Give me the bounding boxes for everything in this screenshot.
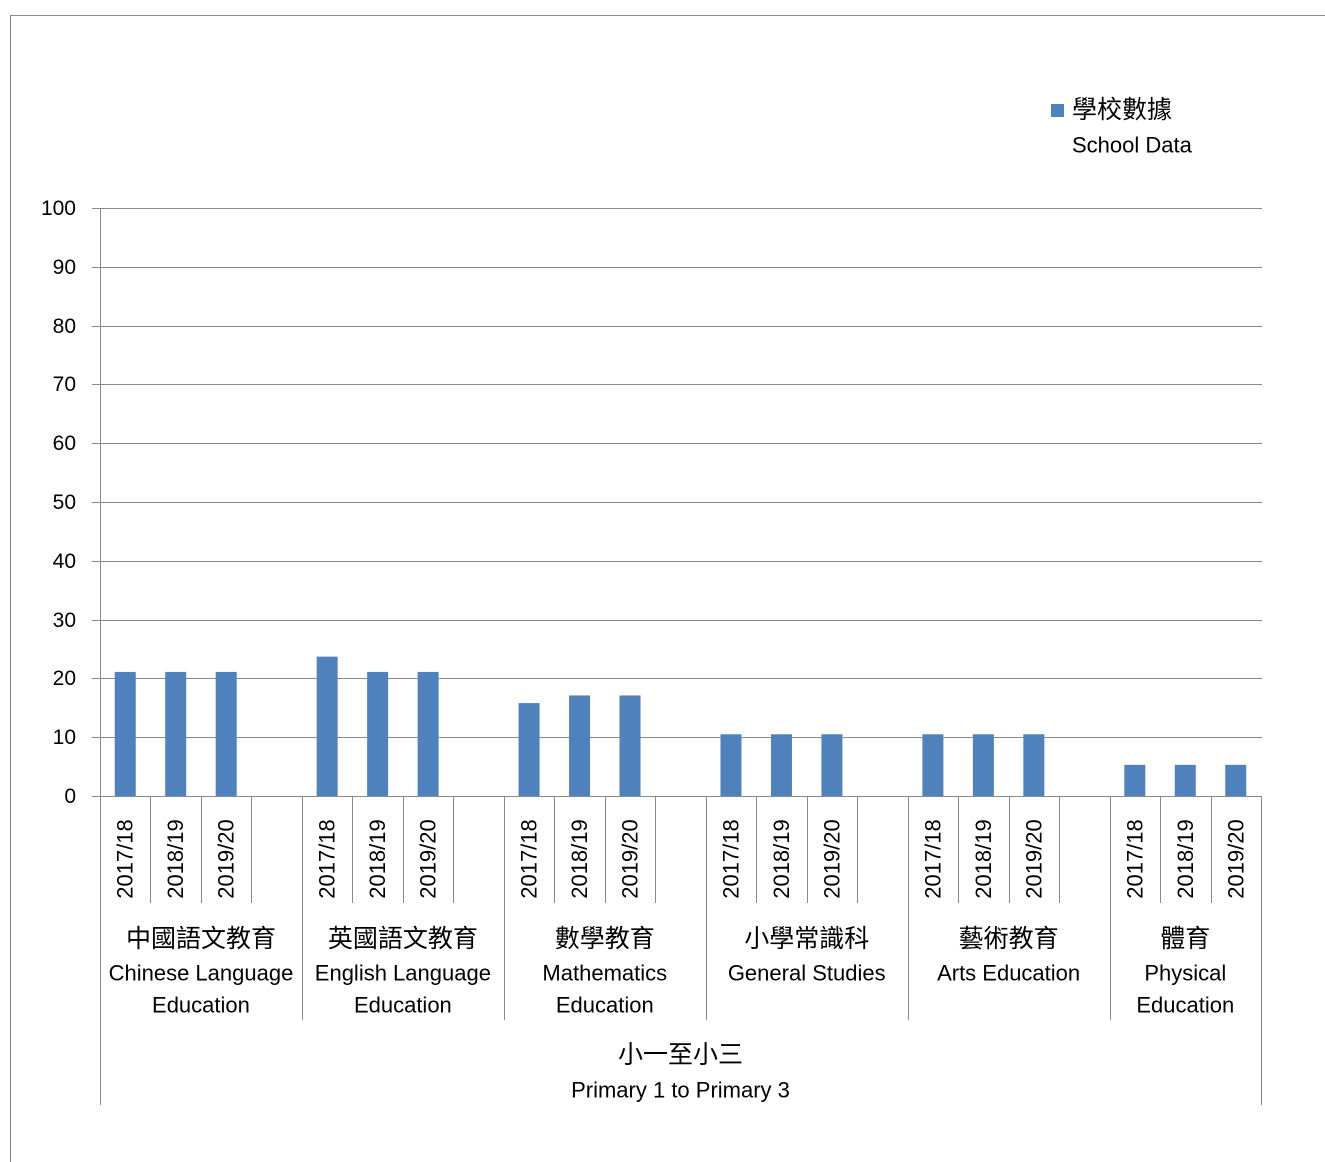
x-tick-label: 2018/19 [1173,819,1198,899]
x-tick-label: 2019/20 [214,819,239,899]
bar [114,671,136,796]
bar [1023,734,1045,796]
legend-label-zh: 學校數據 [1072,96,1172,124]
y-tick-label: 80 [53,315,76,338]
y-tick-label: 70 [53,373,76,396]
x-tick-label: 2018/19 [567,819,592,899]
group-label-en: English Language [315,961,491,986]
bar [972,734,994,796]
bar [569,695,591,796]
bar [720,734,742,796]
gridlines [100,208,1262,797]
x-tick-label: 2019/20 [1021,819,1046,899]
bar [619,695,641,796]
x-tick-label: 2018/19 [971,819,996,899]
x-tick-label: 2019/20 [618,819,643,899]
group-label-en: Mathematics [542,961,667,986]
y-tick-label: 30 [53,609,76,632]
bar [1225,764,1247,796]
group-label-zh: 體育 [1160,925,1210,953]
bar [367,671,389,796]
outer-category-label-en: Primary 1 to Primary 3 [571,1078,790,1103]
group-label-en: Education [354,993,452,1018]
group-label-zh: 小學常識科 [744,925,869,953]
bar [417,671,439,796]
outer-category-label-zh: 小一至小三 [618,1041,743,1069]
group-label-zh: 中國語文教育 [126,925,276,953]
y-tick-label: 90 [53,256,76,279]
x-tick-label: 2019/20 [1223,819,1248,899]
bar [770,734,792,796]
x-axis: 2017/18 2018/19 2019/20 中國語文教育 Chinese Langu… [109,796,1262,1105]
legend: 學校數據 School Data [1051,96,1193,158]
legend-label-en: School Data [1072,133,1193,158]
x-tick-label: 2017/18 [718,819,743,899]
x-tick-label: 2018/19 [769,819,794,899]
group-label-en: Education [1136,993,1234,1018]
y-tick-label: 60 [53,432,76,455]
y-tick-label: 100 [41,197,76,220]
y-tick-label: 20 [53,667,76,690]
x-tick-label: 2019/20 [416,819,441,899]
legend-swatch [1051,104,1064,117]
x-tick-label: 2018/19 [163,819,188,899]
bar [821,734,843,796]
x-tick-label: 2017/18 [517,819,542,899]
x-tick-label: 2017/18 [113,819,138,899]
group-label-en: Education [556,993,654,1018]
bars [114,656,1247,796]
x-tick-label: 2017/18 [920,819,945,899]
bar [316,656,338,796]
y-axis: 0 10 20 30 40 50 60 70 80 90 100 [41,197,101,1105]
group-label-en: Chinese Language [109,961,294,986]
y-tick-label: 40 [53,550,76,573]
group-label-en: General Studies [728,961,886,986]
bar [1174,764,1196,796]
bar [215,671,237,796]
y-tick-label: 10 [53,726,76,749]
x-tick-label: 2017/18 [1122,819,1147,899]
group-label-zh: 藝術教育 [959,925,1059,953]
x-tick-label: 2018/19 [365,819,390,899]
bar [518,703,540,796]
x-tick-label: 2017/18 [315,819,340,899]
group-label-en: Physical [1144,961,1226,986]
group-label-zh: 數學教育 [555,925,655,953]
y-tick-label: 50 [53,491,76,514]
bar [922,734,944,796]
x-tick-label: 2019/20 [819,819,844,899]
group-label-zh: 英國語文教育 [328,925,478,953]
bar [1124,764,1146,796]
y-tick-label: 0 [64,785,76,808]
group-label-en: Education [152,993,250,1018]
bar [165,671,187,796]
group-label-en: Arts Education [937,961,1080,986]
